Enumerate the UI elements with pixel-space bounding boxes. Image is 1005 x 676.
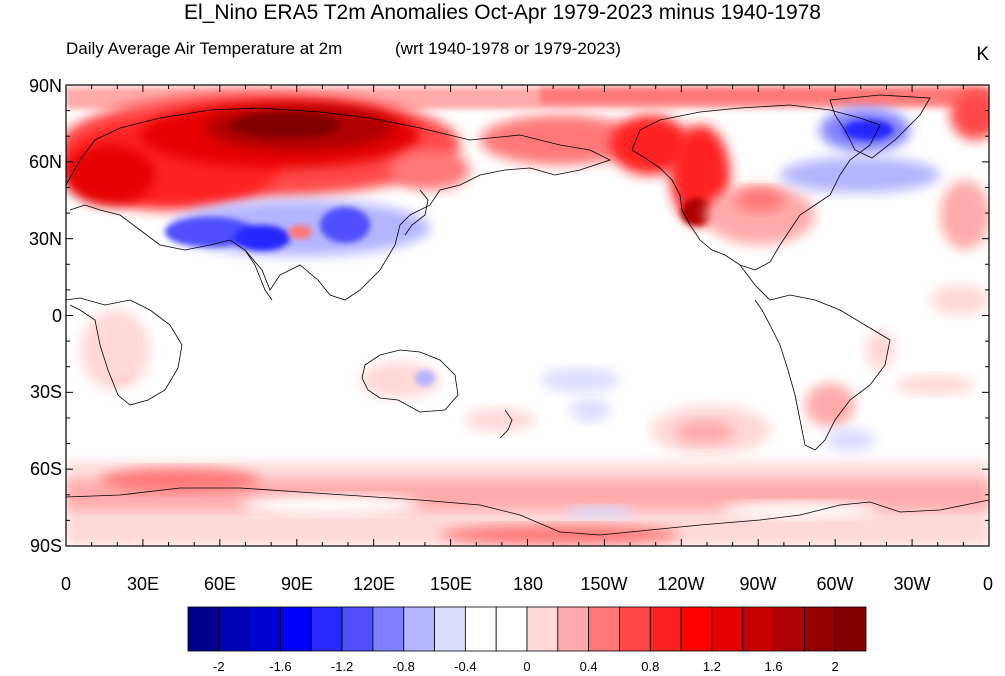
lat-label-60s: 60S xyxy=(29,459,62,479)
lon-label-120w: 120W xyxy=(657,574,705,594)
colorbar-swatch xyxy=(803,606,836,652)
colorbar-swatch xyxy=(619,606,651,652)
colorbar-swatch xyxy=(495,606,528,652)
colorbar-swatch xyxy=(187,606,220,652)
colorbar-tick-label: 1.2 xyxy=(702,659,721,674)
lat-label-equator: 0 xyxy=(51,306,62,326)
colorbar-swatch xyxy=(588,606,620,652)
colorbar-swatch xyxy=(280,606,312,652)
colorbar-swatch xyxy=(403,606,435,652)
colorbar-swatch xyxy=(218,606,251,652)
lat-label-90s: 90S xyxy=(29,536,62,556)
lon-label-0: 0 xyxy=(60,574,72,594)
lon-label-0-east: 0 xyxy=(982,574,994,594)
anomaly-field xyxy=(66,87,989,546)
colorbar-swatch xyxy=(680,606,713,652)
colorbar-tick-label: 1.6 xyxy=(764,659,783,674)
colorbar-swatch xyxy=(834,606,867,652)
colorbar-swatch xyxy=(341,606,374,652)
colorbar-tick-label: 2 xyxy=(831,659,839,674)
colorbar-swatch xyxy=(464,606,497,652)
axis-ticks xyxy=(65,84,990,547)
lon-label-120e: 120E xyxy=(352,574,396,594)
colorbar-swatch xyxy=(557,606,590,652)
lon-label-60e: 60E xyxy=(203,574,237,594)
lon-label-60w: 60W xyxy=(816,574,854,594)
lon-label-30w: 30W xyxy=(893,574,931,594)
lat-label-30s: 30S xyxy=(29,382,62,402)
lon-label-90e: 90E xyxy=(280,574,314,594)
colorbar-tick-label: -2 xyxy=(213,659,225,674)
lon-label-150e: 150E xyxy=(429,574,473,594)
colorbar-tick-label: 0.8 xyxy=(641,659,660,674)
colorbar-swatch xyxy=(711,606,744,652)
colorbar-swatch xyxy=(372,606,405,652)
variable-subtitle: Daily Average Air Temperature at 2m xyxy=(66,39,343,58)
lat-label-90n: 90N xyxy=(28,76,62,96)
colorbar-tick-label: -1.2 xyxy=(330,659,354,674)
colorbar-swatch xyxy=(649,606,682,652)
lat-label-60n: 60N xyxy=(28,152,62,172)
colorbar-swatch xyxy=(526,606,559,652)
colorbar-tick-label: -1.6 xyxy=(269,659,292,674)
map-title: El_Nino ERA5 T2m Anomalies Oct-Apr 1979-… xyxy=(184,1,821,24)
colorbar-tick-label: 0.4 xyxy=(579,659,598,674)
colorbar-swatch xyxy=(742,606,774,652)
coastlines xyxy=(66,94,989,536)
lat-label-30n: 30N xyxy=(28,229,62,249)
colorbar-swatch xyxy=(310,606,343,652)
lon-label-180: 180 xyxy=(512,574,544,594)
units-label: K xyxy=(976,44,989,65)
lon-label-90w: 90W xyxy=(739,574,777,594)
lon-label-30e: 30E xyxy=(126,574,160,594)
colorbar-swatch xyxy=(773,606,805,652)
lon-label-150w: 150W xyxy=(580,574,628,594)
colorbar-swatch xyxy=(249,606,281,652)
reference-period-subtitle: (wrt 1940-1978 or 1979-2023) xyxy=(395,39,621,58)
colorbar-tick-label: -0.4 xyxy=(454,659,477,674)
colorbar-tick-label: 0 xyxy=(523,659,531,674)
colorbar-tick-label: -0.8 xyxy=(392,659,415,674)
colorbar-swatch xyxy=(434,606,466,652)
